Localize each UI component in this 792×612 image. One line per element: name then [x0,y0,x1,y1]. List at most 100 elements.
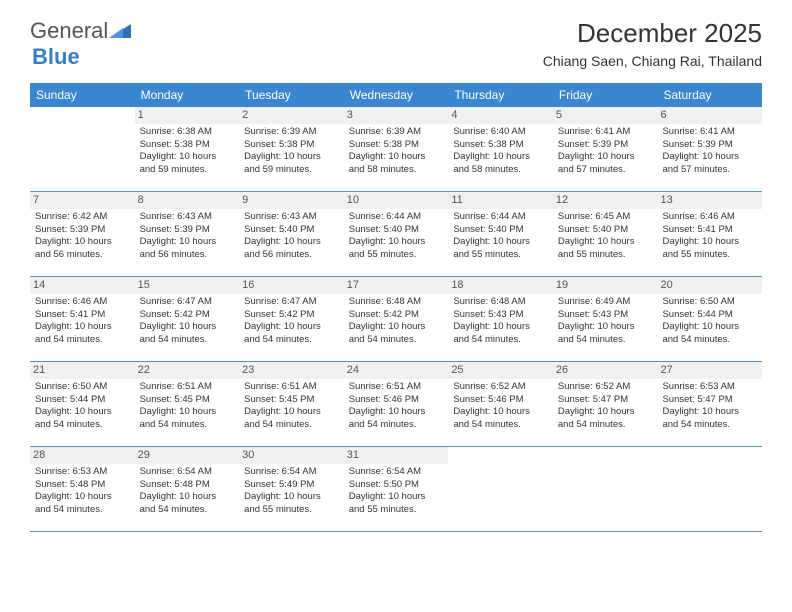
day-number: 24 [344,362,449,379]
day-cell: 6Sunrise: 6:41 AMSunset: 5:39 PMDaylight… [657,107,762,191]
day-number: 31 [344,447,449,464]
day-number: 27 [657,362,762,379]
logo-word1: General [30,18,108,44]
day-number: 22 [135,362,240,379]
day-details: Sunrise: 6:52 AMSunset: 5:46 PMDaylight:… [453,381,548,432]
day-number: 26 [553,362,658,379]
day-number: 2 [239,107,344,124]
day-number: 23 [239,362,344,379]
weekday-header: Saturday [657,83,762,107]
day-details: Sunrise: 6:51 AMSunset: 5:45 PMDaylight:… [244,381,339,432]
day-cell: 25 Sunrise: 6:52 AMSunset: 5:46 PMDayligh… [448,362,553,446]
week-row: 7 Sunrise: 6:42 AMSunset: 5:39 PMDaylight… [30,192,762,277]
day-cell: 28 Sunrise: 6:53 AMSunset: 5:48 PMDayligh… [30,447,135,531]
day-cell: 22 Sunrise: 6:51 AMSunset: 5:45 PMDayligh… [135,362,240,446]
day-details: Sunrise: 6:47 AMSunset: 5:42 PMDaylight:… [140,296,235,347]
week-row: 28 Sunrise: 6:53 AMSunset: 5:48 PMDayligh… [30,447,762,532]
day-cell: 29Sunrise: 6:54 AMSunset: 5:48 PMDayligh… [135,447,240,531]
day-cell: 30Sunrise: 6:54 AMSunset: 5:49 PMDayligh… [239,447,344,531]
day-cell: 17 Sunrise: 6:48 AMSunset: 5:42 PMDayligh… [344,277,449,361]
day-details: Sunrise: 6:43 AMSunset: 5:40 PMDaylight:… [244,211,339,262]
day-cell: 10Sunrise: 6:44 AMSunset: 5:40 PMDayligh… [344,192,449,276]
day-details: Sunrise: 6:50 AMSunset: 5:44 PMDaylight:… [662,296,757,347]
day-cell: 15 Sunrise: 6:47 AMSunset: 5:42 PMDayligh… [135,277,240,361]
weekday-header: Sunday [30,83,135,107]
day-cell [30,107,135,191]
day-details: Sunrise: 6:53 AMSunset: 5:47 PMDaylight:… [662,381,757,432]
day-number: 12 [553,192,658,209]
weekday-header: Tuesday [239,83,344,107]
weekday-header: Wednesday [344,83,449,107]
day-details: Sunrise: 6:47 AMSunset: 5:42 PMDaylight:… [244,296,339,347]
header: General December 2025 Chiang Saen, Chian… [0,0,792,77]
day-cell: 18Sunrise: 6:48 AMSunset: 5:43 PMDayligh… [448,277,553,361]
day-number: 15 [135,277,240,294]
day-number: 8 [135,192,240,209]
calendar: SundayMondayTuesdayWednesdayThursdayFrid… [30,83,762,532]
day-details: Sunrise: 6:39 AMSunset: 5:38 PMDaylight:… [349,126,444,177]
day-details: Sunrise: 6:46 AMSunset: 5:41 PMDaylight:… [662,211,757,262]
day-cell: 24 Sunrise: 6:51 AMSunset: 5:46 PMDayligh… [344,362,449,446]
day-number: 9 [239,192,344,209]
day-number: 10 [344,192,449,209]
title-block: December 2025 Chiang Saen, Chiang Rai, T… [543,18,762,69]
day-cell [657,447,762,531]
day-details: Sunrise: 6:51 AMSunset: 5:45 PMDaylight:… [140,381,235,432]
day-cell: 14Sunrise: 6:46 AMSunset: 5:41 PMDayligh… [30,277,135,361]
week-row: 21Sunrise: 6:50 AMSunset: 5:44 PMDayligh… [30,362,762,447]
weeks-container: 1 Sunrise: 6:38 AMSunset: 5:38 PMDaylight… [30,107,762,532]
month-title: December 2025 [543,18,762,49]
day-details: Sunrise: 6:52 AMSunset: 5:47 PMDaylight:… [558,381,653,432]
day-cell: 27 Sunrise: 6:53 AMSunset: 5:47 PMDayligh… [657,362,762,446]
weekday-header-row: SundayMondayTuesdayWednesdayThursdayFrid… [30,83,762,107]
day-details: Sunrise: 6:38 AMSunset: 5:38 PMDaylight:… [140,126,235,177]
day-number: 21 [30,362,135,379]
day-cell: 3Sunrise: 6:39 AMSunset: 5:38 PMDaylight… [344,107,449,191]
day-number: 1 [135,107,240,124]
day-number: 13 [657,192,762,209]
day-cell: 8 Sunrise: 6:43 AMSunset: 5:39 PMDaylight… [135,192,240,276]
day-cell: 2 Sunrise: 6:39 AMSunset: 5:38 PMDaylight… [239,107,344,191]
day-cell: 1 Sunrise: 6:38 AMSunset: 5:38 PMDaylight… [135,107,240,191]
day-number: 5 [553,107,658,124]
day-cell: 31 Sunrise: 6:54 AMSunset: 5:50 PMDayligh… [344,447,449,531]
day-details: Sunrise: 6:46 AMSunset: 5:41 PMDaylight:… [35,296,130,347]
day-cell: 11 Sunrise: 6:44 AMSunset: 5:40 PMDayligh… [448,192,553,276]
logo-triangle-icon [109,18,131,44]
day-number: 11 [448,192,553,209]
day-details: Sunrise: 6:54 AMSunset: 5:50 PMDaylight:… [349,466,444,517]
day-details: Sunrise: 6:43 AMSunset: 5:39 PMDaylight:… [140,211,235,262]
day-details: Sunrise: 6:49 AMSunset: 5:43 PMDaylight:… [558,296,653,347]
weekday-header: Monday [135,83,240,107]
day-cell: 5Sunrise: 6:41 AMSunset: 5:39 PMDaylight… [553,107,658,191]
weekday-header: Thursday [448,83,553,107]
day-details: Sunrise: 6:42 AMSunset: 5:39 PMDaylight:… [35,211,130,262]
day-number: 25 [448,362,553,379]
day-details: Sunrise: 6:54 AMSunset: 5:49 PMDaylight:… [244,466,339,517]
location-text: Chiang Saen, Chiang Rai, Thailand [543,53,762,69]
day-details: Sunrise: 6:45 AMSunset: 5:40 PMDaylight:… [558,211,653,262]
day-number: 17 [344,277,449,294]
day-number: 7 [30,192,135,209]
day-number: 4 [448,107,553,124]
day-cell: 23 Sunrise: 6:51 AMSunset: 5:45 PMDayligh… [239,362,344,446]
day-cell: 7 Sunrise: 6:42 AMSunset: 5:39 PMDaylight… [30,192,135,276]
day-number: 16 [239,277,344,294]
day-cell: 20Sunrise: 6:50 AMSunset: 5:44 PMDayligh… [657,277,762,361]
logo-word2: Blue [32,44,80,70]
week-row: 1 Sunrise: 6:38 AMSunset: 5:38 PMDaylight… [30,107,762,192]
day-cell: 4 Sunrise: 6:40 AMSunset: 5:38 PMDaylight… [448,107,553,191]
day-details: Sunrise: 6:44 AMSunset: 5:40 PMDaylight:… [453,211,548,262]
week-row: 14Sunrise: 6:46 AMSunset: 5:41 PMDayligh… [30,277,762,362]
day-details: Sunrise: 6:39 AMSunset: 5:38 PMDaylight:… [244,126,339,177]
day-cell: 16 Sunrise: 6:47 AMSunset: 5:42 PMDayligh… [239,277,344,361]
day-details: Sunrise: 6:40 AMSunset: 5:38 PMDaylight:… [453,126,548,177]
weekday-header: Friday [553,83,658,107]
day-details: Sunrise: 6:48 AMSunset: 5:42 PMDaylight:… [349,296,444,347]
day-number: 18 [448,277,553,294]
day-number: 28 [30,447,135,464]
day-cell: 12 Sunrise: 6:45 AMSunset: 5:40 PMDayligh… [553,192,658,276]
day-details: Sunrise: 6:51 AMSunset: 5:46 PMDaylight:… [349,381,444,432]
day-cell [553,447,658,531]
day-details: Sunrise: 6:53 AMSunset: 5:48 PMDaylight:… [35,466,130,517]
